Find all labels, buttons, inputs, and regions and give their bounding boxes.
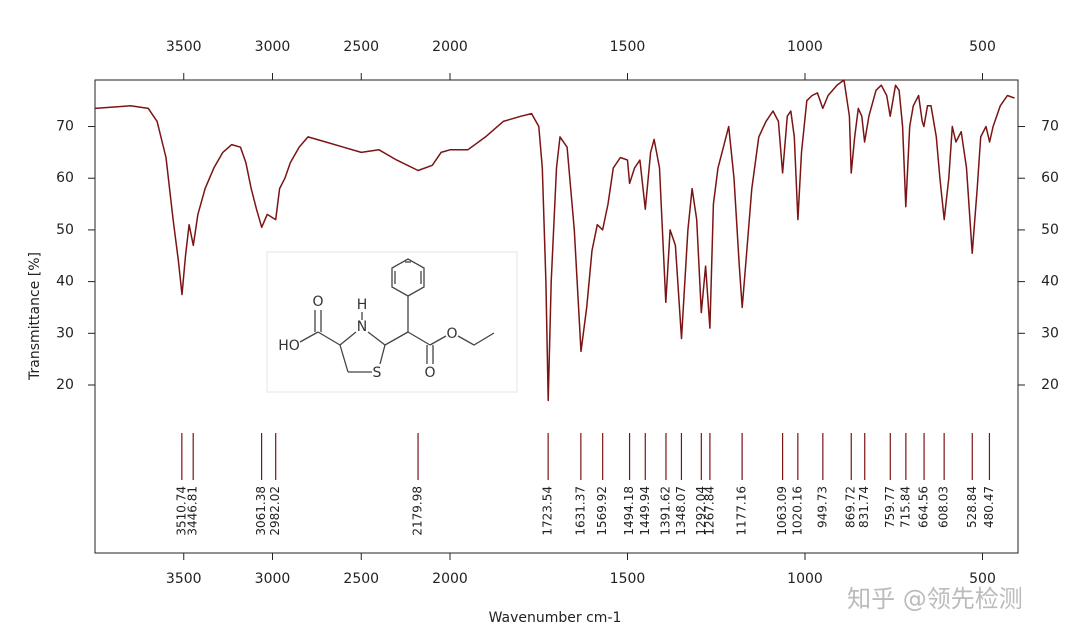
peak-label: 1631.37 [573, 486, 587, 536]
x-tick-label: 2500 [343, 571, 379, 587]
bond [379, 344, 386, 365]
y-tick-label: 40 [1041, 274, 1059, 290]
watermark: 知乎 @领先检测 [847, 585, 1023, 613]
peak-label: 715.84 [898, 486, 912, 528]
peak-label: 528.84 [965, 486, 979, 528]
phenyl [391, 258, 425, 297]
x-tick-label: 3000 [255, 571, 291, 587]
peak-label: 1391.62 [658, 486, 672, 536]
ethyl [457, 332, 495, 346]
peak-label: 480.47 [982, 486, 996, 528]
y-tick-label: 30 [56, 325, 74, 341]
x-tick-label: 3500 [166, 571, 202, 587]
peak-label: 869.72 [844, 486, 858, 528]
x-axis-label: Wavenumber cm-1 [489, 610, 622, 626]
x-tick-label: 500 [969, 39, 996, 55]
peak-label: 2179.98 [411, 486, 425, 536]
bond [429, 335, 447, 346]
bond [339, 344, 349, 373]
y-tick-label: 60 [1041, 170, 1059, 186]
peak-label: 1723.54 [541, 486, 555, 536]
peak-label: 759.77 [883, 486, 897, 528]
bond [299, 331, 319, 343]
peak-label: 949.73 [815, 486, 829, 528]
x-tick-label: 1500 [610, 39, 646, 55]
peak-label: 1063.09 [775, 486, 789, 536]
x-tick-label: 3500 [166, 39, 202, 55]
peak-label: 664.56 [917, 486, 931, 528]
peak-label: 2982.02 [268, 486, 282, 536]
peak-label: 1494.18 [622, 486, 636, 536]
bond [317, 331, 341, 346]
y-tick-label: 30 [1041, 325, 1059, 341]
peak-label: 3446.81 [186, 486, 200, 536]
x-tick-label: 3000 [255, 39, 291, 55]
structure-inset: HO O N H S O O [266, 251, 518, 393]
atom-label: O [312, 294, 323, 310]
atom-label: O [446, 326, 457, 342]
bond [407, 331, 431, 346]
peak-label: 3061.38 [254, 486, 268, 536]
y-tick-label: 20 [56, 377, 74, 393]
x-tick-label: 1000 [787, 571, 823, 587]
plot-frame [94, 79, 1019, 554]
x-tick-label: 1000 [787, 39, 823, 55]
y-tick-label: 40 [56, 274, 74, 290]
x-tick-label: 2000 [432, 39, 468, 55]
x-tick-label: 500 [969, 571, 996, 587]
peak-label: 3510.74 [174, 486, 188, 536]
atom-label: O [424, 365, 435, 381]
y-tick-label: 70 [1041, 119, 1059, 135]
peak-label: 1020.16 [790, 486, 804, 536]
peak-label: 1569.92 [595, 486, 609, 536]
y-axis-label: Transmittance [%] [27, 252, 43, 381]
y-tick-label: 50 [1041, 222, 1059, 238]
y-tick-label: 70 [56, 119, 74, 135]
peak-label: 1267.84 [702, 486, 716, 536]
bond [367, 331, 386, 346]
peak-label: 1348.07 [674, 486, 688, 536]
atom-label: N [357, 319, 367, 335]
y-tick-label: 50 [56, 222, 74, 238]
y-tick-label: 20 [1041, 377, 1059, 393]
peak-label: 1292.04 [694, 486, 708, 536]
x-tick-label: 2500 [343, 39, 379, 55]
peak-label: 1449.94 [638, 486, 652, 536]
peak-label: 608.03 [937, 486, 951, 528]
atom-label: S [373, 365, 382, 381]
peak-label: 1177.16 [735, 486, 749, 536]
atom-label: H [357, 297, 368, 313]
spectrum-line [94, 79, 1015, 402]
atom-label: HO [278, 338, 300, 354]
x-tick-label: 2000 [432, 571, 468, 587]
bond [384, 331, 409, 346]
peak-label: 831.74 [857, 486, 871, 528]
bond [339, 331, 357, 346]
y-tick-label: 60 [56, 170, 74, 186]
x-tick-label: 1500 [610, 571, 646, 587]
